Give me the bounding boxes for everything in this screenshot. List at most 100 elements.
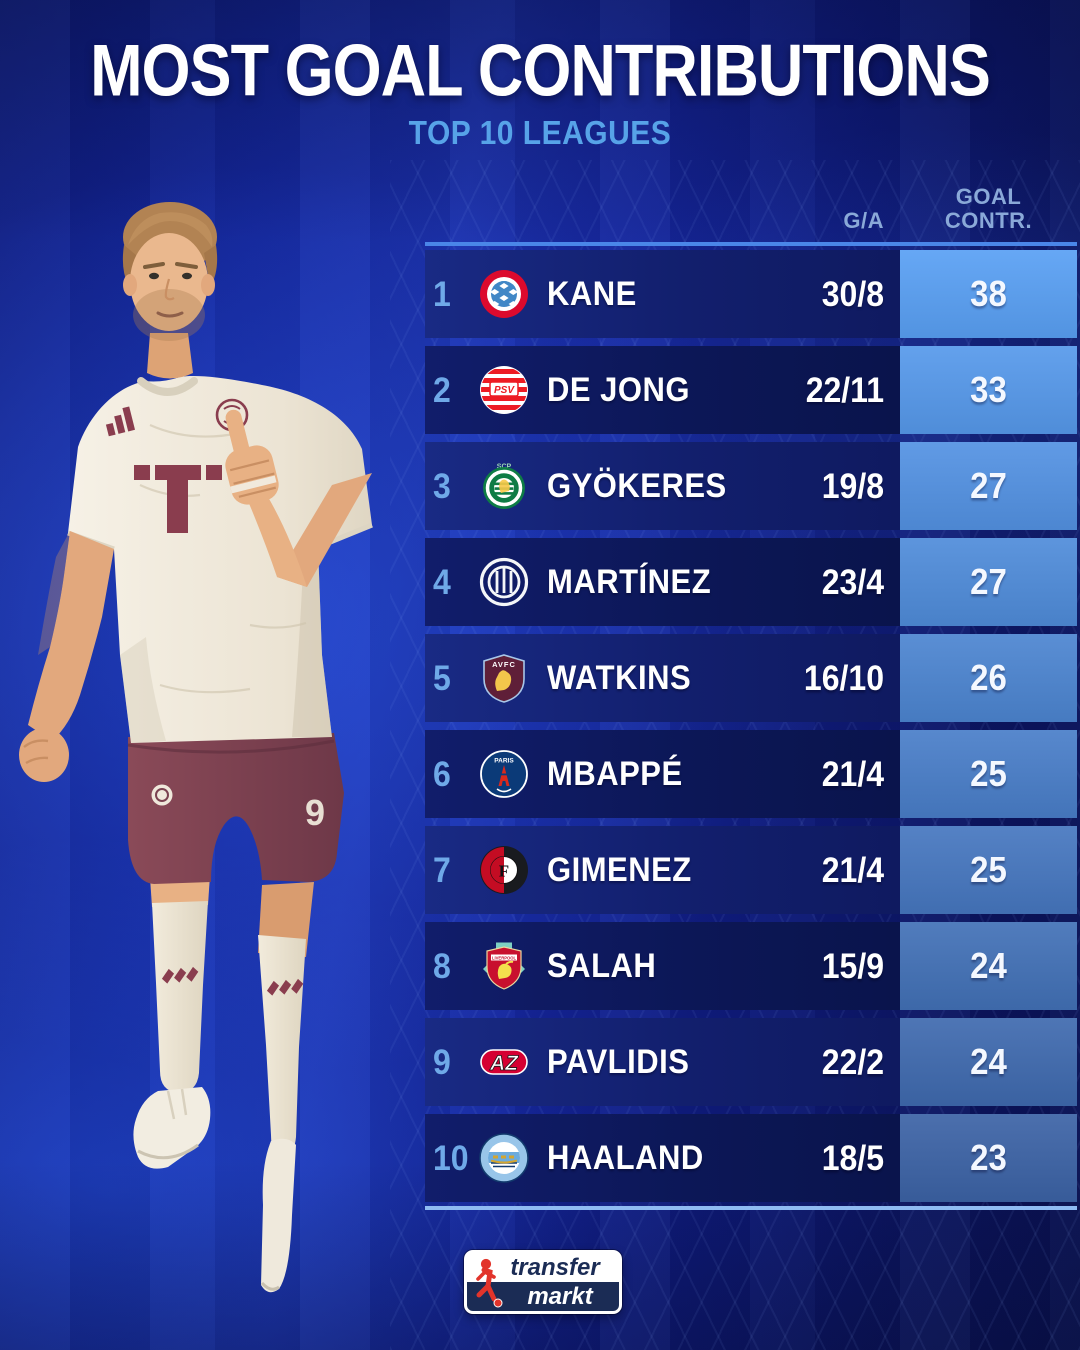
player-name: DE JONG [547, 370, 691, 409]
goal-contributions-value: 26 [970, 657, 1007, 698]
aston-villa-crest-icon: AVFC [479, 653, 529, 703]
goal-contributions-value: 27 [970, 561, 1007, 602]
svg-text:AVFC: AVFC [492, 660, 516, 669]
table-row: 7 F GIMENEZ 21/4 25 [425, 826, 1077, 914]
row-main: 1 KANE 30/8 [425, 250, 900, 338]
row-main: 9 AZ PAVLIDIS 22/2 [425, 1018, 900, 1106]
goal-contributions-cell: 25 [900, 730, 1077, 818]
table-row: 9 AZ PAVLIDIS 22/2 24 [425, 1018, 1077, 1106]
player-name: WATKINS [547, 658, 692, 697]
player-name: PAVLIDIS [547, 1042, 690, 1081]
rank-label: 10 [433, 1137, 469, 1178]
table-row: 6 PARIS MBAPPÉ 21/4 25 [425, 730, 1077, 818]
goal-contributions-value: 24 [970, 945, 1007, 986]
page-subtitle: TOP 10 LEAGUES [408, 115, 672, 152]
table-row: 3 SCP GYÖKERES 19/8 27 [425, 442, 1077, 530]
player-name: SALAH [547, 946, 657, 985]
goal-contributions-cell: 33 [900, 346, 1077, 434]
shorts: 9 [127, 733, 344, 884]
player-name: GIMENEZ [547, 850, 692, 889]
svg-text:LIVERPOOL: LIVERPOOL [492, 955, 517, 960]
torso-shirt [67, 375, 373, 743]
inter-crest-icon [479, 557, 529, 607]
svg-text:PSV: PSV [494, 385, 515, 396]
psv-crest-icon: PSV [479, 365, 529, 415]
ranking-table: G/A GOAL CONTR. 1 KANE 30/8 38 2 PSV DE … [425, 183, 1077, 1210]
svg-text:F: F [499, 862, 509, 881]
header-block: MOST GOAL CONTRIBUTIONS TOP 10 LEAGUES [0, 34, 1080, 152]
back-leg [258, 882, 314, 1293]
goal-contributions-cell: 24 [900, 922, 1077, 1010]
goals-assists-value: 19/8 [821, 465, 884, 506]
right-arm [19, 531, 114, 782]
table-row: 2 PSV DE JONG 22/11 33 [425, 346, 1077, 434]
row-main: 3 SCP GYÖKERES 19/8 [425, 442, 900, 530]
goal-contributions-value: 33 [970, 369, 1007, 410]
player-name: MBAPPÉ [547, 754, 683, 793]
rank-label: 5 [433, 657, 451, 698]
svg-text:9: 9 [305, 792, 325, 833]
rank-label: 8 [433, 945, 451, 986]
rank-label: 1 [433, 273, 451, 314]
table-rows: 1 KANE 30/8 38 2 PSV DE JONG 22/11 33 3 … [425, 242, 1077, 1210]
goal-contributions-value: 38 [970, 273, 1007, 314]
row-main: 7 F GIMENEZ 21/4 [425, 826, 900, 914]
table-row: 1 KANE 30/8 38 [425, 250, 1077, 338]
goals-assists-value: 22/2 [821, 1041, 884, 1082]
player-name: KANE [547, 274, 637, 313]
table-row: 10 HAALAND 18/5 23 [425, 1114, 1077, 1202]
feyenoord-crest-icon: F [479, 845, 529, 895]
goals-assists-value: 21/4 [821, 849, 884, 890]
goals-assists-value: 30/8 [821, 273, 884, 314]
player-name: HAALAND [547, 1138, 704, 1177]
goal-contributions-cell: 27 [900, 442, 1077, 530]
head [122, 202, 218, 379]
goals-assists-value: 23/4 [821, 561, 884, 602]
goals-assists-value: 18/5 [821, 1137, 884, 1178]
psg-crest-icon: PARIS [479, 749, 529, 799]
rank-label: 9 [433, 1041, 451, 1082]
rank-label: 6 [433, 753, 451, 794]
row-main: 4 MARTÍNEZ 23/4 [425, 538, 900, 626]
man-city-crest-icon [479, 1133, 529, 1183]
liverpool-crest-icon: LIVERPOOL [479, 941, 529, 991]
goal-contributions-value: 27 [970, 465, 1007, 506]
transfermarkt-logo: transfer markt [464, 1250, 622, 1314]
row-main: 8 LIVERPOOL SALAH 15/9 [425, 922, 900, 1010]
svg-text:SCP: SCP [497, 464, 512, 471]
rank-label: 2 [433, 369, 451, 410]
player-photo-kane: 9 [19, 202, 373, 1293]
goal-contributions-cell: 27 [900, 538, 1077, 626]
goal-contributions-value: 25 [970, 753, 1007, 794]
goals-assists-value: 21/4 [821, 753, 884, 794]
table-row: 4 MARTÍNEZ 23/4 27 [425, 538, 1077, 626]
az-crest-icon: AZ [479, 1037, 529, 1087]
goal-contributions-cell: 25 [900, 826, 1077, 914]
row-main: 2 PSV DE JONG 22/11 [425, 346, 900, 434]
table-row: 5 AVFC WATKINS 16/10 26 [425, 634, 1077, 722]
goals-assists-value: 15/9 [821, 945, 884, 986]
sporting-crest-icon: SCP [479, 461, 529, 511]
left-arm-thumbs-up [225, 409, 372, 587]
svg-text:PARIS: PARIS [494, 758, 514, 765]
rank-label: 7 [433, 849, 451, 890]
goal-contributions-cell: 38 [900, 250, 1077, 338]
row-main: 5 AVFC WATKINS 16/10 [425, 634, 900, 722]
player-name: GYÖKERES [547, 466, 727, 505]
table-header: G/A GOAL CONTR. [425, 183, 1077, 234]
row-main: 6 PARIS MBAPPÉ 21/4 [425, 730, 900, 818]
bayern-crest-icon [479, 269, 529, 319]
goal-contributions-value: 25 [970, 849, 1007, 890]
table-row: 8 LIVERPOOL SALAH 15/9 24 [425, 922, 1077, 1010]
column-header-goal-contr: GOAL CONTR. [944, 183, 1033, 234]
goal-contributions-value: 24 [970, 1041, 1007, 1082]
adidas-logo [105, 406, 136, 437]
goal-contributions-cell: 26 [900, 634, 1077, 722]
goals-assists-value: 16/10 [803, 657, 884, 698]
goal-contributions-cell: 23 [900, 1114, 1077, 1202]
goals-assists-value: 22/11 [805, 369, 884, 410]
player-name: MARTÍNEZ [547, 562, 712, 601]
rank-label: 3 [433, 465, 451, 506]
transfermarkt-player-icon [476, 1258, 503, 1308]
